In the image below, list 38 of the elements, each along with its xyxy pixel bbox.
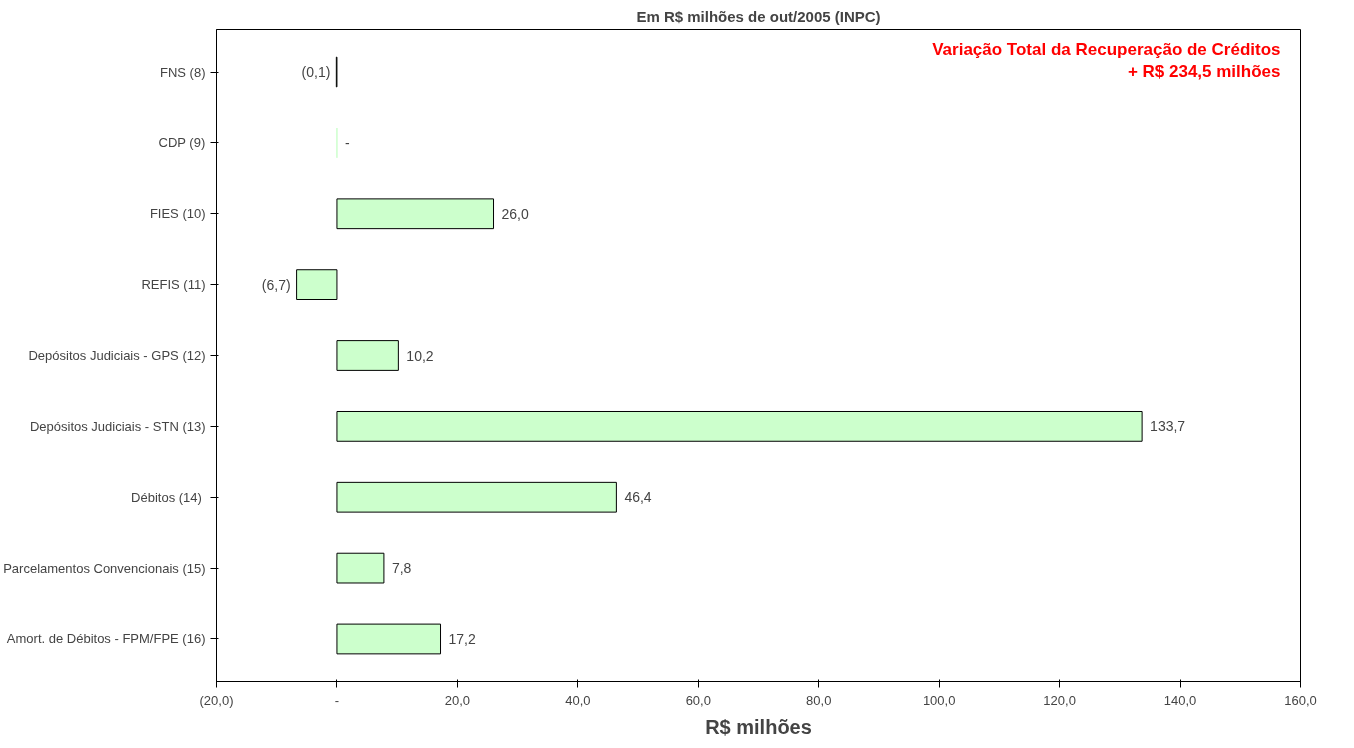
data-label: (0,1) [301,64,331,81]
x-tick-label: 60,0 [685,692,711,708]
x-axis-title: R$ milhões [705,715,812,738]
y-tick-label: Parcelamentos Convencionais (15) [3,560,206,576]
data-label: 26,0 [501,205,529,222]
x-tick-label: 40,0 [565,692,591,708]
x-tick-label: 140,0 [1163,692,1197,708]
x-tick-label: - [334,692,340,708]
y-tick-label: Depósitos Judiciais - STN (13) [29,418,206,434]
y-tick-label: REFIS (11) [141,277,206,293]
x-tick-label: 100,0 [922,692,956,708]
data-label: 17,2 [448,630,476,647]
x-tick-label: 160,0 [1284,692,1317,708]
y-tick-label: CDP (9) [158,135,206,151]
y-tick-label: Amort. de Débitos - FPM/FPE (16) [6,631,206,647]
x-tick-label: 20,0 [444,692,471,708]
x-tick-label: 80,0 [806,692,832,708]
y-tick-label: Débitos (14) [131,489,202,505]
y-tick-label: FIES (10) [149,206,206,222]
data-label: 46,4 [624,489,652,506]
bar [336,623,442,655]
data-label: 10,2 [406,347,434,364]
bar [336,481,617,513]
data-label: 133,7 [1150,418,1186,435]
y-tick-label: FNS (8) [160,64,206,80]
data-label: 7,8 [391,560,412,577]
bar [336,198,495,230]
data-label: (6,7) [261,276,291,293]
chart-title: Em R$ milhões de out/2005 (INPC) [636,7,881,25]
data-label: - [344,134,350,151]
y-tick-label: Depósitos Judiciais - GPS (12) [28,348,206,363]
bar [336,552,385,584]
bar [336,410,1143,442]
annotation: Variação Total da Recuperação de Créditos + R$ 234,5 milhões [932,39,1281,82]
bar [296,269,338,301]
bar [336,340,399,371]
x-tick-label: 120,0 [1043,692,1076,708]
x-tick-label: (20,0) [199,692,234,708]
